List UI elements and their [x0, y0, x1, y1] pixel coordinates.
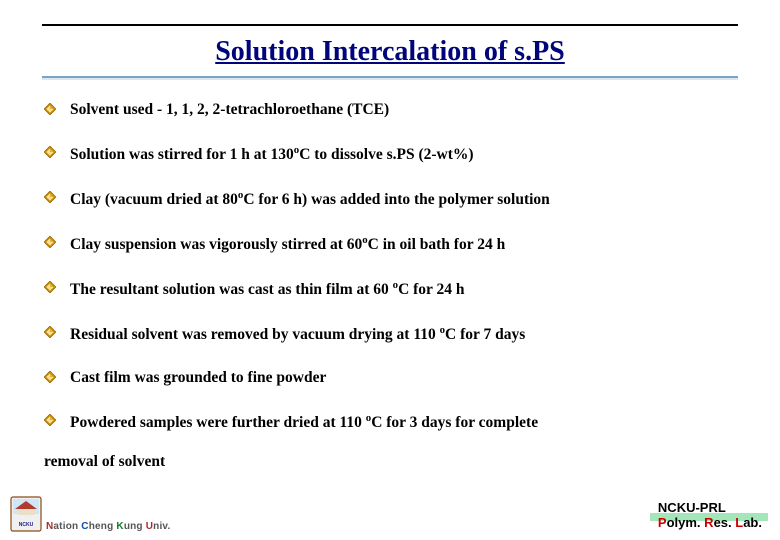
bullet-diamond-icon	[44, 326, 56, 338]
bullet-diamond-icon	[44, 236, 56, 248]
bullet-item: Clay suspension was vigorously stirred a…	[44, 233, 736, 256]
university-crest-icon: NCKU	[10, 496, 42, 532]
svg-text:NCKU: NCKU	[19, 522, 34, 528]
bullet-list: Solvent used - 1, 1, 2, 2-tetrachloroeth…	[42, 100, 738, 473]
bullet-item: The resultant solution was cast as thin …	[44, 278, 736, 301]
slide-title: Solution Intercalation of s.PS	[42, 36, 738, 68]
footer-bar: NCKU Nation Cheng Kung Univ. NCKU-PRL Po…	[0, 494, 780, 534]
footer-left: NCKU Nation Cheng Kung Univ.	[10, 496, 170, 532]
bullet-item: Clay (vacuum dried at 80oC for 6 h) was …	[44, 188, 736, 211]
bullet-item: Powdered samples were further dried at 1…	[44, 411, 736, 473]
footer-right: NCKU-PRL Polym. Res. Lab.	[658, 501, 762, 530]
lab-acronym: NCKU-PRL	[658, 501, 762, 515]
bullet-text: Solution was stirred for 1 h at 130oC to…	[70, 143, 736, 166]
slide-page: Solution Intercalation of s.PS Solvent u…	[0, 0, 780, 540]
lab-name: Polym. Res. Lab.	[658, 516, 762, 530]
top-rule	[42, 24, 738, 26]
bullet-text: Cast film was grounded to fine powder	[70, 368, 736, 389]
bullet-text: The resultant solution was cast as thin …	[70, 278, 736, 301]
bullet-diamond-icon	[44, 146, 56, 158]
bullet-item: Solution was stirred for 1 h at 130oC to…	[44, 143, 736, 166]
bullet-diamond-icon	[44, 414, 56, 426]
bullet-diamond-icon	[44, 103, 56, 115]
bullet-text: Clay suspension was vigorously stirred a…	[70, 233, 736, 256]
bullet-diamond-icon	[44, 191, 56, 203]
bullet-text: Clay (vacuum dried at 80oC for 6 h) was …	[70, 188, 736, 211]
affiliation-text: Nation Cheng Kung Univ.	[46, 521, 170, 532]
bullet-item: Residual solvent was removed by vacuum d…	[44, 323, 736, 346]
bullet-text: Residual solvent was removed by vacuum d…	[70, 323, 736, 346]
title-underline-rule	[42, 76, 738, 78]
bullet-item: Solvent used - 1, 1, 2, 2-tetrachloroeth…	[44, 100, 736, 121]
bullet-text: Solvent used - 1, 1, 2, 2-tetrachloroeth…	[70, 100, 736, 121]
bullet-item: Cast film was grounded to fine powder	[44, 368, 736, 389]
bullet-diamond-icon	[44, 371, 56, 383]
bullet-text: Powdered samples were further dried at 1…	[70, 411, 736, 473]
bullet-diamond-icon	[44, 281, 56, 293]
